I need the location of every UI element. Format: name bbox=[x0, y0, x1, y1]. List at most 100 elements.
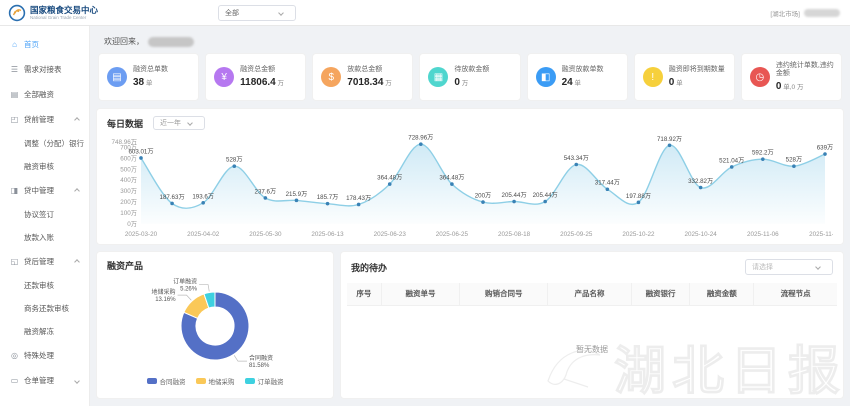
sidebar-item-financing-review[interactable]: 融资审核 bbox=[24, 162, 54, 171]
data-point bbox=[294, 198, 299, 203]
header-user[interactable]: [湖北市场] bbox=[770, 8, 850, 18]
stat-card-disbursed-amount: $ 放款总金额 7018.34 万 bbox=[312, 53, 414, 101]
sidebar-item-label: 全部融资 bbox=[24, 90, 54, 99]
sidebar-item-biz-repay-review[interactable]: 商务还款审核 bbox=[24, 304, 69, 313]
stat-card-value: 0 单,0 万 bbox=[775, 81, 804, 92]
x-axis-tick: 2025-11-06 bbox=[747, 231, 779, 238]
stat-card-unit: 万 bbox=[275, 80, 285, 87]
expire-icon: ! bbox=[642, 67, 663, 87]
x-axis-tick: 2025-11-18 bbox=[809, 231, 833, 238]
sidebar-item-mid-loan[interactable]: ◨ 贷中管理 bbox=[0, 178, 89, 203]
sidebar-item-disburse-entry[interactable]: 放款入账 bbox=[24, 233, 54, 242]
y-axis-tick: 300万 bbox=[120, 187, 137, 195]
todos-col-header: 流程节点 bbox=[753, 283, 837, 306]
empty-state: 暂无数据 bbox=[576, 344, 608, 354]
stat-card-value: 0 万 bbox=[454, 77, 469, 88]
data-point bbox=[823, 152, 827, 156]
stat-card-text: 融资即将到期数量 0 单 bbox=[669, 66, 725, 88]
chevron-down-icon bbox=[74, 377, 80, 384]
legend-swatch bbox=[146, 378, 157, 384]
sidebar-item-label: 特殊处理 bbox=[24, 351, 54, 360]
target-icon: ◎ bbox=[11, 351, 18, 360]
daily-data-panel: 每日数据 近一年 0万 100万 200万 300万 400万 500万 600万 700万 7… bbox=[96, 108, 844, 245]
legend-label: 订单融资 bbox=[257, 379, 284, 386]
stat-card-pending-amount: ▦ 待放款金额 0 万 bbox=[419, 53, 521, 101]
data-point bbox=[792, 164, 796, 168]
todos-col-header: 融资金额 bbox=[689, 283, 755, 306]
market-filter-select[interactable]: 全部 bbox=[218, 4, 296, 21]
stat-card-disbursed-orders: ◧ 融资放款单数 24 单 bbox=[526, 53, 628, 101]
folder-icon: ▭ bbox=[10, 376, 19, 385]
user-market-label: [湖北市场] bbox=[770, 10, 800, 18]
legend-item-1[interactable]: 合同融资 bbox=[146, 376, 186, 386]
sidebar-item-label: 贷后管理 bbox=[24, 257, 54, 266]
data-point bbox=[356, 202, 361, 207]
stat-card-label: 融资即将到期数量 bbox=[668, 66, 725, 73]
data-point bbox=[574, 162, 579, 167]
financing-products-title: 融资产品 bbox=[107, 261, 144, 271]
sidebar-item-special[interactable]: ◎ 特殊处理 bbox=[0, 343, 89, 368]
sidebar-item-home[interactable]: ⌂ 首页 bbox=[0, 32, 89, 57]
legend-item-2[interactable]: 地储采购 bbox=[195, 376, 235, 386]
stat-card-expiring-count: ! 融资即将到期数量 0 单 bbox=[633, 53, 735, 101]
coin-icon: $ bbox=[321, 67, 342, 87]
stat-card-label: 融资总金额 bbox=[240, 66, 276, 73]
sidebar-item-label: 贷中管理 bbox=[24, 186, 54, 195]
sidebar-item-adjust-bank[interactable]: 调整（分配）银行 bbox=[24, 139, 84, 148]
sidebar-item-financing-unfreeze[interactable]: 融资解冻 bbox=[24, 327, 54, 336]
daily-data-title: 每日数据 bbox=[107, 118, 144, 129]
stat-card-unit: 万 bbox=[383, 80, 392, 87]
data-point-label: 317.44万 bbox=[595, 180, 620, 187]
sidebar-item-warehouse[interactable]: ▭ 仓单管理 bbox=[0, 368, 89, 393]
y-axis-tick: 600万 bbox=[120, 154, 137, 162]
data-point bbox=[729, 165, 734, 169]
todos-table: 序号 融资单号 购销合同号 产品名称 融资银行 融资金额 流程节点 bbox=[347, 283, 837, 306]
date-range-value: 近一年 bbox=[160, 120, 182, 127]
x-axis-tick: 2025-09-25 bbox=[560, 231, 593, 238]
sidebar-item-agreement-sign[interactable]: 协议签订 bbox=[24, 210, 54, 219]
sidebar-item-demand-table[interactable]: ☰ 需求对接表 bbox=[0, 57, 89, 82]
data-point-label: 205.44万 bbox=[533, 192, 558, 199]
date-range-select[interactable]: 近一年 bbox=[153, 116, 206, 130]
x-axis-tick: 2025-10-24 bbox=[685, 231, 718, 238]
sidebar-item-post-loan[interactable]: ◱ 贷后管理 bbox=[0, 249, 89, 274]
data-point-label: 528万 bbox=[226, 157, 243, 164]
sidebar-item-all-financing[interactable]: ▤ 全部融资 bbox=[0, 82, 89, 107]
x-axis-tick: 2025-06-25 bbox=[436, 231, 469, 238]
todos-panel: 我的待办 请选择 序号 融资单号 购销合同号 产品名称 融资银行 融资金额 流程节点 暂无数… bbox=[340, 251, 844, 399]
stat-card-default-stats: ◷ 违约统计单数,违约金额 0 单,0 万 bbox=[740, 53, 842, 101]
data-point bbox=[387, 182, 392, 186]
data-point-label: 193.6万 bbox=[192, 193, 214, 200]
wallet-icon: ▦ bbox=[428, 67, 449, 87]
donut-slice-label: 合同融资 81.58% bbox=[249, 354, 273, 369]
daily-data-header: 每日数据 近一年 bbox=[97, 109, 843, 132]
stat-card-label: 待放款金额 bbox=[454, 66, 490, 73]
data-point-label: 237.6万 bbox=[255, 188, 277, 195]
sidebar-item-label: 仓单管理 bbox=[24, 376, 54, 385]
data-point-label: 185.7万 bbox=[317, 194, 339, 201]
data-point bbox=[139, 156, 143, 160]
sidebar-item-pre-loan[interactable]: ◰ 贷前管理 bbox=[0, 107, 89, 132]
x-axis-tick: 2025-06-13 bbox=[311, 231, 344, 238]
todos-col-header: 序号 bbox=[347, 283, 382, 306]
sidebar-item-repay-review[interactable]: 还款审核 bbox=[24, 281, 54, 290]
stat-card-total-orders: ▤ 融资总单数 38 单 bbox=[98, 53, 200, 101]
donut-slice bbox=[180, 291, 250, 361]
x-axis-tick: 2025-10-22 bbox=[622, 231, 655, 238]
data-point bbox=[170, 201, 174, 206]
welcome-bar: 欢迎回来， bbox=[96, 30, 844, 53]
data-point bbox=[605, 187, 610, 192]
legend-item-3[interactable]: 订单融资 bbox=[244, 376, 284, 386]
todo-filter-select[interactable]: 请选择 bbox=[745, 259, 833, 275]
todos-header: 我的待办 请选择 bbox=[341, 252, 843, 277]
data-point-label: 592.2万 bbox=[752, 150, 774, 157]
stat-card-unit: 单 bbox=[572, 80, 581, 87]
data-point-label: 543.34万 bbox=[564, 155, 589, 162]
x-axis-tick: 2025-05-30 bbox=[249, 231, 282, 238]
stat-card-value: 0 单 bbox=[668, 77, 683, 88]
donut-label-line bbox=[233, 355, 247, 362]
donut-label-line bbox=[199, 284, 210, 292]
chevron-up-icon bbox=[74, 116, 80, 123]
data-point-label: 364.48万 bbox=[377, 175, 402, 182]
